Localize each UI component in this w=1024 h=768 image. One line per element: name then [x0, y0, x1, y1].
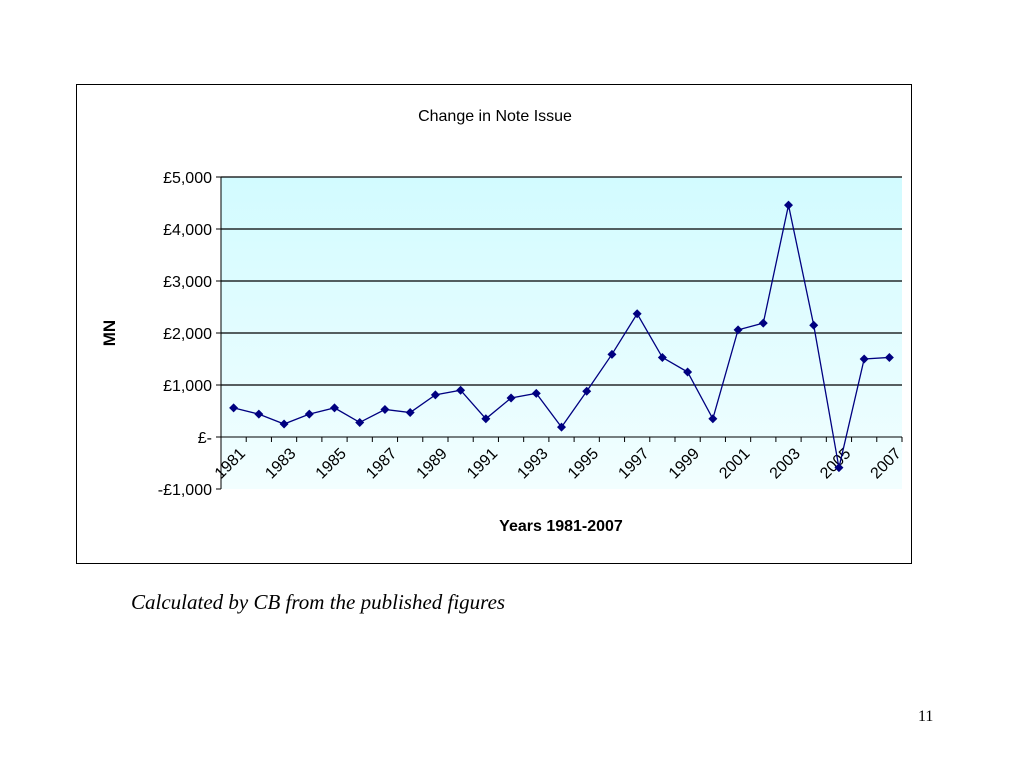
data-point — [784, 200, 793, 210]
data-point — [758, 318, 768, 328]
series-layer — [229, 200, 894, 473]
data-point — [859, 354, 869, 364]
chart-caption: Calculated by CB from the published figu… — [131, 590, 506, 614]
data-point — [304, 409, 314, 419]
chart-frame: Change in Note Issue -£1,000 £- £1,000 £2,0… — [76, 84, 912, 564]
data-point — [809, 320, 819, 330]
data-point — [607, 349, 617, 359]
data-point — [456, 385, 466, 395]
data-point — [884, 352, 894, 362]
data-point — [279, 419, 289, 429]
data-point — [405, 408, 415, 418]
data-point — [582, 386, 592, 396]
x-axis-label: Years 1981-2007 — [499, 518, 623, 535]
y-tick-label: £1,000 — [163, 378, 212, 395]
y-tick-label: £3,000 — [163, 274, 212, 291]
y-tick-label: -£1,000 — [158, 482, 212, 499]
line-chart: Change in Note Issue -£1,000 £- £1,000 £2,0… — [100, 108, 905, 535]
y-tick-label: £4,000 — [163, 222, 212, 239]
data-point — [330, 403, 339, 413]
data-point — [229, 403, 239, 413]
data-point — [355, 417, 365, 427]
gridlines — [221, 176, 902, 386]
data-point — [632, 309, 642, 319]
data-point — [380, 404, 390, 414]
data-point — [531, 388, 541, 398]
y-axis: -£1,000 £- £1,000 £2,000 £3,000 £4,000 £5,000 — [158, 170, 222, 499]
data-point — [506, 393, 516, 403]
data-point — [657, 352, 667, 362]
data-point — [834, 463, 844, 473]
data-point — [430, 390, 440, 400]
data-point — [557, 422, 566, 432]
y-tick-label: £- — [198, 430, 212, 447]
y-tick-label: £2,000 — [163, 326, 212, 343]
chart-title: Change in Note Issue — [418, 108, 572, 125]
data-point — [733, 325, 743, 335]
y-tick-label: £5,000 — [163, 170, 212, 187]
y-axis-label: MN — [100, 320, 119, 346]
page-number: 11 — [918, 708, 934, 725]
data-point — [481, 414, 491, 424]
data-point — [708, 414, 718, 424]
data-point — [683, 367, 693, 377]
